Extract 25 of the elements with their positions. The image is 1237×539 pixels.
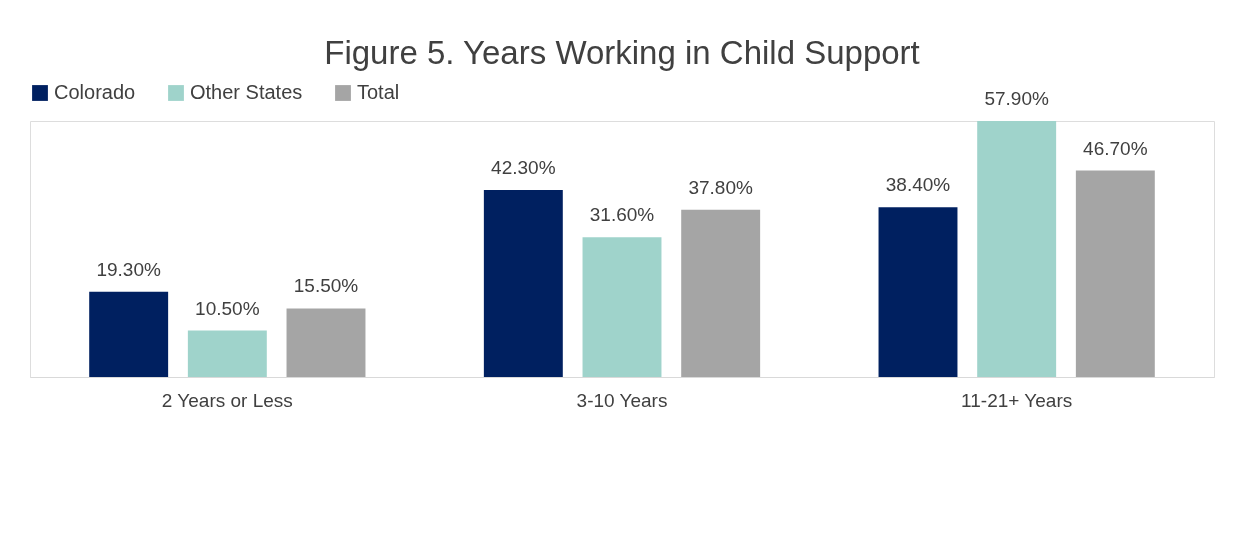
bar [977,121,1057,377]
legend-label: Colorado [54,81,136,103]
chart-title: Figure 5. Years Working in Child Support [324,34,920,71]
legend-label: Total [357,81,400,103]
bar [878,207,958,377]
x-tick-label: 3-10 Years [576,389,668,411]
bar [286,308,366,377]
data-label: 38.40% [885,174,951,196]
x-tick-label: 11-21+ Years [961,389,1073,411]
data-label: 10.50% [195,297,260,319]
bar [582,237,662,377]
data-label: 15.50% [293,275,359,297]
legend-label: Other States [190,81,303,103]
data-label: 19.30% [96,258,161,280]
bar [89,291,169,377]
data-label: 31.60% [589,204,655,226]
data-label: 57.90% [984,88,1049,109]
data-label: 46.70% [1083,137,1148,159]
data-label: 42.30% [491,156,556,178]
x-tick-label: 2 Years or Less [161,389,293,411]
data-label: 37.80% [688,176,753,198]
bar [1075,170,1155,377]
bar [187,330,267,377]
bar [681,209,761,377]
bar [483,189,563,377]
